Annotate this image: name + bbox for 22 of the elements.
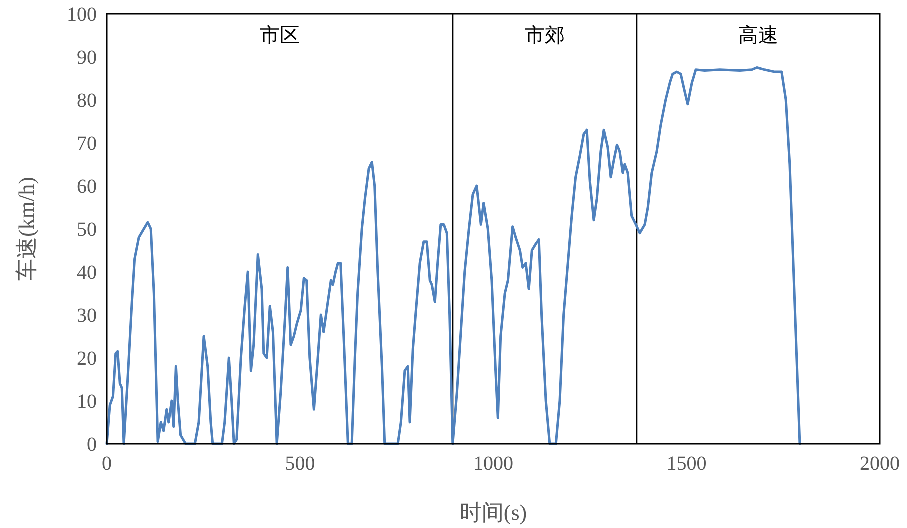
x-tick-label: 1000 — [474, 453, 514, 475]
x-tick-label: 1500 — [666, 453, 707, 475]
annotation: 市郊 — [524, 25, 565, 47]
y-tick-label: 20 — [77, 348, 97, 370]
y-tick-label: 60 — [77, 176, 97, 198]
x-axis-title: 时间(s) — [460, 500, 528, 525]
y-tick-label: 40 — [77, 262, 97, 284]
line-series — [106, 66, 802, 446]
annotation: 市区 — [260, 25, 300, 47]
x-tick-label: 2000 — [860, 453, 900, 475]
y-tick-label: 30 — [77, 305, 97, 327]
y-tick-label: 50 — [77, 219, 97, 241]
x-tick-label: 500 — [285, 453, 316, 475]
y-tick-label: 0 — [87, 434, 97, 456]
annotation: 高速 — [738, 24, 778, 47]
y-tick-label: 10 — [77, 391, 97, 413]
y-axis-title: 车速(km/h) — [14, 177, 39, 281]
y-tick-label: 70 — [77, 133, 97, 155]
y-tick-label: 90 — [77, 47, 97, 69]
x-tick-label: 0 — [102, 453, 112, 475]
y-tick-label: 100 — [67, 4, 97, 26]
y-tick-label: 80 — [77, 90, 97, 112]
